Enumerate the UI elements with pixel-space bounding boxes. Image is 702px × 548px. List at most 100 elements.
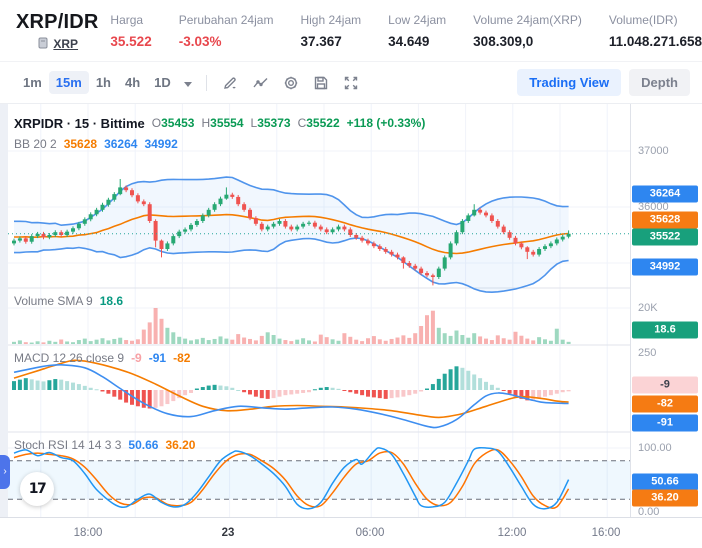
bb-legend: BB 20 2 35628 36264 34992 bbox=[14, 137, 178, 151]
price-badge: 34992 bbox=[632, 258, 698, 276]
stat-label: Volume 24jam(XRP) bbox=[473, 12, 582, 27]
interval-button-1h[interactable]: 1h bbox=[89, 71, 118, 94]
change-value: +118 (+0.33%) bbox=[346, 116, 426, 130]
bb-lower-line bbox=[14, 237, 569, 294]
price-badge: 35628 bbox=[632, 211, 698, 229]
grid bbox=[8, 104, 630, 517]
macd-line-value: -91 bbox=[148, 351, 167, 365]
interval-group: 1m 15m 1h 4h 1D bbox=[16, 71, 178, 94]
interval-button-1m[interactable]: 1m bbox=[16, 71, 49, 94]
stoch-d-value: 36.20 bbox=[165, 438, 196, 452]
axis-label: 37000 bbox=[638, 145, 669, 157]
axis-label: 20K bbox=[638, 302, 658, 314]
interval-dropdown-button[interactable] bbox=[178, 73, 198, 92]
high-value: H35554 bbox=[201, 116, 244, 130]
toggle-trading-view[interactable]: Trading View bbox=[517, 69, 622, 96]
price-badge: 35522 bbox=[632, 228, 698, 246]
pencil-icon bbox=[223, 76, 236, 89]
stat-0: Harga 35.522 bbox=[110, 13, 151, 49]
chart-canvas[interactable] bbox=[0, 104, 702, 517]
chart-style-button[interactable] bbox=[245, 72, 276, 94]
macd-line bbox=[13, 363, 569, 429]
stat-label: High 24jam bbox=[300, 12, 362, 27]
ohlc-legend: XRPIDR · 15 · Bittime O35453 H35554 L353… bbox=[14, 114, 425, 132]
stat-1: Perubahan 24jam -3.03% bbox=[179, 13, 274, 49]
volume-pane bbox=[12, 308, 571, 344]
interval-button-4h[interactable]: 4h bbox=[118, 71, 147, 94]
view-toggle-group: Trading View Depth bbox=[517, 69, 690, 96]
macd-pane bbox=[12, 359, 571, 429]
fullscreen-button[interactable] bbox=[336, 72, 366, 94]
stat-4: Volume 24jam(XRP) 308.309,0 bbox=[473, 13, 582, 49]
toolbar-divider bbox=[205, 74, 207, 91]
macd-signal-line bbox=[13, 359, 569, 419]
volume-legend: Volume SMA 9 18.6 bbox=[14, 294, 124, 308]
axis-label: 36000 bbox=[638, 201, 669, 213]
open-value: O35453 bbox=[151, 116, 195, 130]
stat-value: -3.03% bbox=[178, 33, 222, 49]
chart-area: XRPIDR · 15 · Bittime O35453 H35554 L353… bbox=[0, 104, 702, 548]
stoch-k-line bbox=[13, 446, 570, 510]
save-layout-button[interactable] bbox=[306, 72, 336, 94]
low-value: L35373 bbox=[250, 116, 291, 130]
time-axis[interactable]: 18:00 23 06:00 12:00 16:00 bbox=[0, 517, 702, 548]
stoch-k-value: 50.66 bbox=[128, 438, 159, 452]
bb-upper-value: 36264 bbox=[104, 137, 138, 151]
time-label: 18:00 bbox=[73, 527, 103, 539]
bb-basis-value: 35628 bbox=[63, 137, 98, 151]
price-badge: 36.20 bbox=[632, 489, 698, 507]
axis-label: 100.00 bbox=[638, 442, 672, 454]
chart-settings-button[interactable] bbox=[276, 72, 306, 94]
line-chart-icon bbox=[253, 77, 268, 87]
stat-value: 11.048.271.658 bbox=[608, 33, 702, 49]
chevron-right-icon: › bbox=[3, 466, 7, 477]
price-badge: 50.66 bbox=[632, 473, 698, 491]
stat-5: Volume(IDR) 11.048.271.658 bbox=[609, 13, 702, 49]
stat-label: Perubahan 24jam bbox=[178, 12, 274, 27]
time-label: 12:00 bbox=[497, 527, 527, 539]
main-pane bbox=[8, 176, 630, 294]
axis-label: 0.00 bbox=[638, 506, 660, 518]
interval-button-1D[interactable]: 1D bbox=[147, 71, 178, 94]
xrp-link[interactable]: XRP bbox=[53, 36, 79, 51]
time-label: 23 bbox=[221, 527, 235, 539]
price-badge: -9 bbox=[632, 376, 698, 394]
market-header: XRP/IDR XRP Harga 35.522 Perubahan 24jam … bbox=[0, 0, 702, 62]
interval-button-15m[interactable]: 15m bbox=[48, 71, 89, 94]
fullscreen-icon bbox=[344, 76, 357, 89]
pair-block: XRP/IDR XRP bbox=[16, 11, 100, 51]
price-badge: -82 bbox=[632, 395, 698, 413]
stat-label: Low 24jam bbox=[388, 12, 447, 27]
tradingview-logo[interactable]: 17 bbox=[20, 472, 54, 506]
macd-signal-value: -82 bbox=[173, 351, 191, 365]
stat-label: Volume(IDR) bbox=[608, 12, 678, 27]
chart-toolbar: 1m 15m 1h 4h 1D bbox=[0, 62, 702, 104]
price-badge: 18.6 bbox=[632, 321, 698, 339]
close-value: C35522 bbox=[297, 116, 340, 130]
chevron-down-icon bbox=[183, 82, 192, 87]
price-badge: 36264 bbox=[632, 185, 698, 203]
symbol-label: XRPIDR · 15 · Bittime bbox=[14, 115, 145, 131]
pair-title: XRP/IDR bbox=[16, 10, 99, 33]
bb-basis-line bbox=[14, 213, 569, 255]
stat-value: 37.367 bbox=[300, 33, 342, 49]
macd-legend: MACD 12 26 close 9 -9 -91 -82 bbox=[14, 351, 191, 365]
axis-label: 250 bbox=[638, 347, 657, 359]
stat-3: Low 24jam 34.649 bbox=[388, 13, 446, 49]
price-badge: -91 bbox=[632, 414, 698, 432]
price-axis-border bbox=[630, 104, 631, 548]
time-label: 06:00 bbox=[355, 527, 385, 539]
draw-tool-button[interactable] bbox=[215, 72, 245, 94]
stoch-d-line bbox=[13, 448, 570, 509]
stat-value: 35.522 bbox=[110, 33, 152, 49]
stat-2: High 24jam 37.367 bbox=[300, 13, 361, 49]
stat-label: Harga bbox=[110, 12, 144, 27]
bb-lower-value: 34992 bbox=[144, 137, 178, 151]
save-icon bbox=[314, 76, 327, 89]
panel-expand-button[interactable]: › bbox=[0, 455, 10, 489]
stat-value: 308.309,0 bbox=[473, 33, 534, 49]
gear-icon bbox=[284, 76, 297, 89]
stoch-pane bbox=[8, 446, 630, 510]
toggle-depth[interactable]: Depth bbox=[629, 69, 690, 96]
